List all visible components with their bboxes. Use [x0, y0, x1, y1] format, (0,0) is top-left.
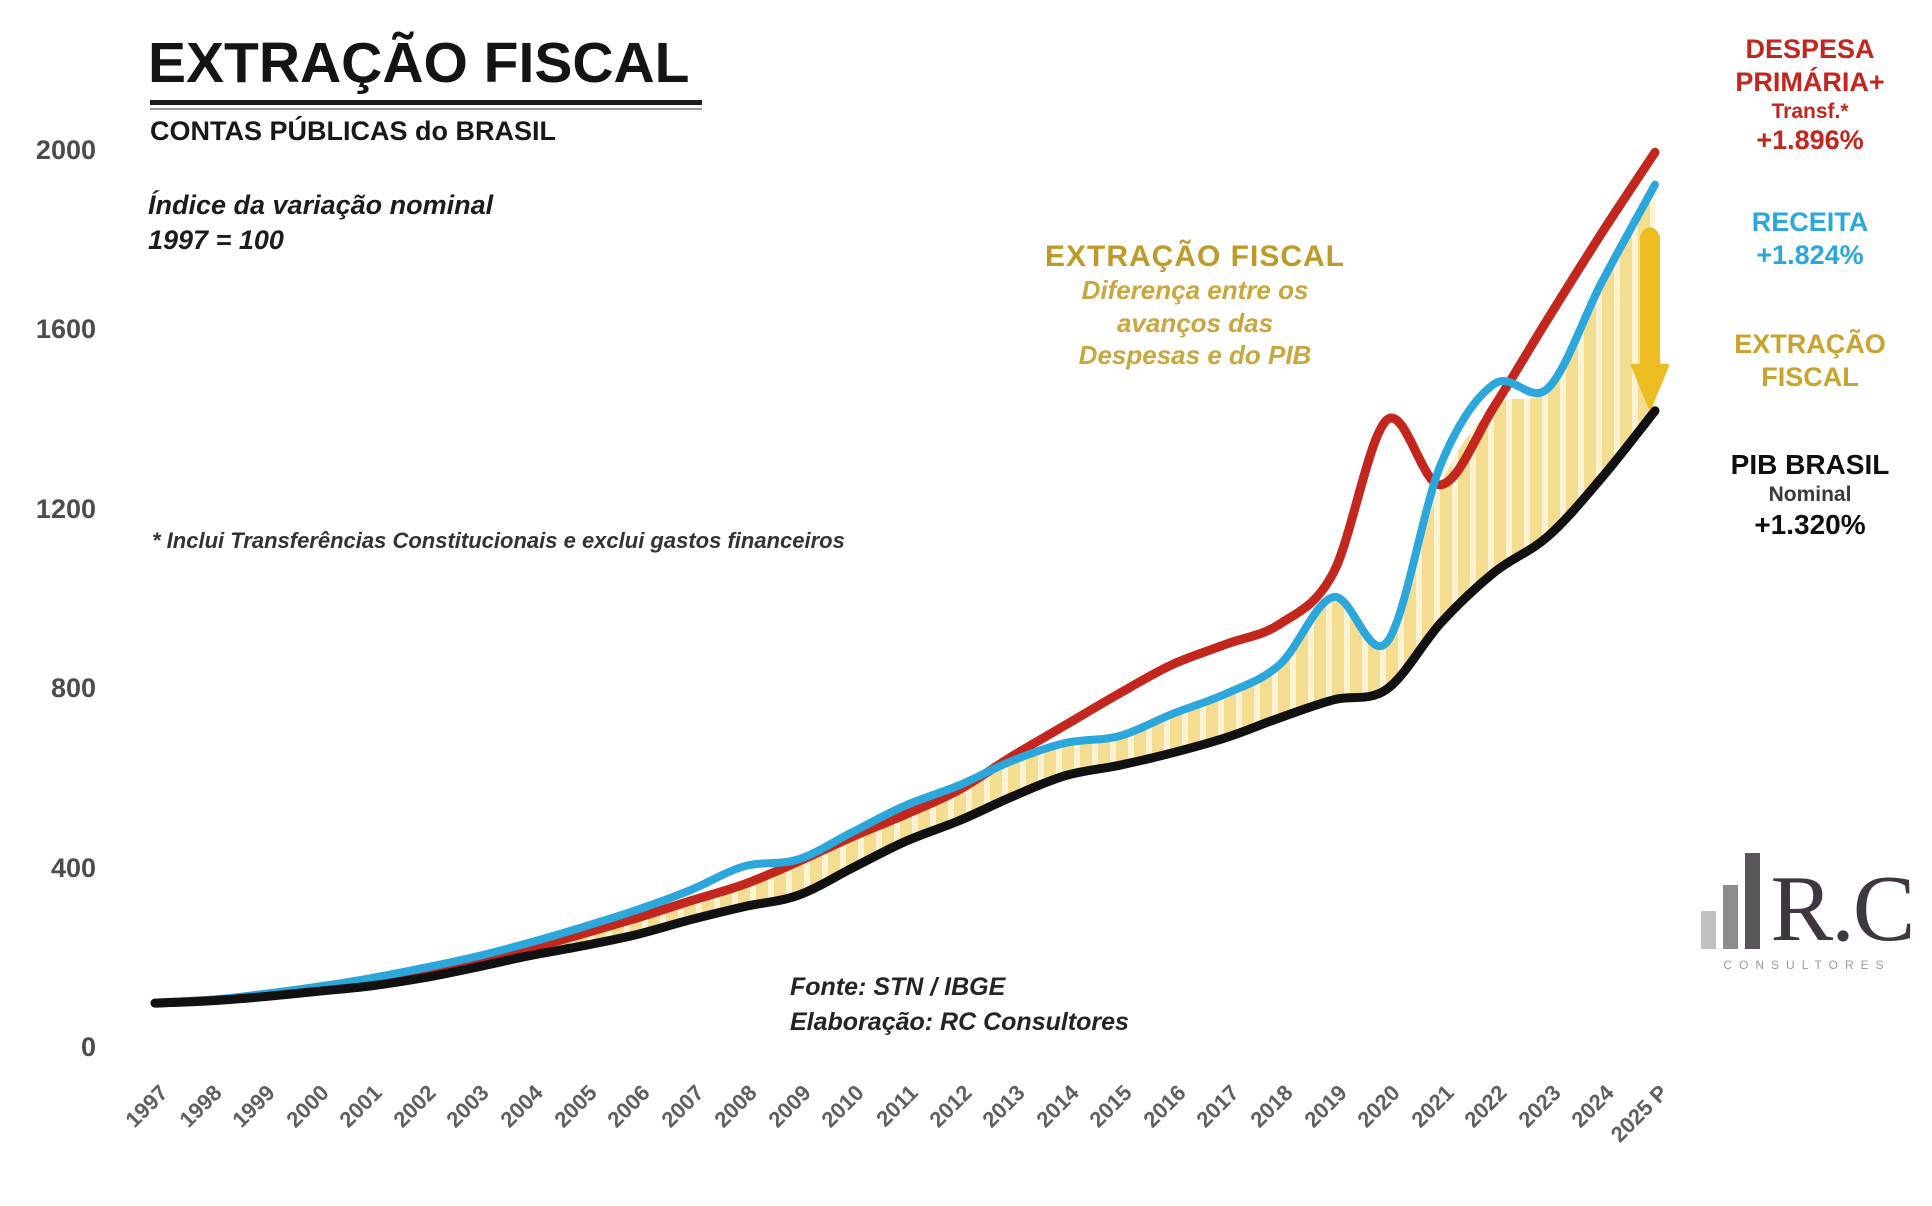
pib-line: [150, 406, 1660, 1008]
annotation-line3: Despesas e do PIB: [1078, 340, 1312, 370]
page-subtitle: CONTAS PÚBLICAS do BRASIL: [150, 116, 556, 146]
title-underline-shadow: [150, 108, 702, 110]
y-tick-label-0: 0: [80, 1032, 96, 1062]
source-line2: Elaboração: RC Consultores: [790, 1008, 1129, 1036]
legend-receita-label: RECEITA: [1751, 207, 1869, 237]
index-note: Índice da variação nominal 1997 = 100: [148, 188, 493, 258]
rc-consultores-logo: R.C CONSULTORES: [1688, 845, 1926, 972]
legend-despesa-line3: Transf.*: [1771, 99, 1849, 123]
y-tick-label-400: 400: [50, 852, 96, 883]
legend-despesa-value: +1.896%: [1756, 125, 1864, 156]
annotation-line1: Diferença entre os: [1081, 275, 1309, 305]
index-note-line1: Índice da variação nominal: [148, 190, 494, 220]
page-title: EXTRAÇÃO FISCAL: [148, 31, 690, 95]
legend-pib-sub: Nominal: [1768, 483, 1852, 507]
source-line1: Fonte: STN / IBGE: [790, 973, 1006, 1001]
extraction-band: [155, 184, 1655, 1004]
source-block: Fonte: STN / IBGE Elaboração: RC Consult…: [790, 970, 1129, 1040]
title-underline: [150, 100, 702, 105]
annotation-title: EXTRAÇÃO FISCAL: [1045, 240, 1345, 273]
bar-chart-icon: [1700, 845, 1767, 954]
y-tick-label-2000: 2000: [35, 134, 96, 165]
y-tick-label-1200: 1200: [35, 493, 96, 524]
footnote: * Inclui Transferências Constitucionais …: [152, 528, 845, 553]
legend-pib-value: +1.320%: [1754, 508, 1866, 540]
legend-pib-label: PIB BRASIL: [1730, 449, 1890, 480]
logo-subtext: CONSULTORES: [1723, 958, 1891, 972]
legend-receita-value: +1.824%: [1756, 239, 1864, 270]
logo-text: R.C: [1770, 856, 1916, 961]
legend-extracao-line1: EXTRAÇÃO: [1734, 329, 1886, 359]
legend-despesa-line2: PRIMÁRIA+: [1735, 66, 1885, 97]
legend-extracao-line2: FISCAL: [1761, 361, 1859, 392]
legend-extracao: EXTRAÇÃO FISCAL: [1695, 328, 1925, 394]
y-tick-label-800: 800: [50, 673, 96, 703]
legend-receita: RECEITA +1.824%: [1695, 206, 1925, 272]
index-note-line2: 1997 = 100: [148, 225, 284, 256]
extraction-arrow-cap: [1641, 227, 1659, 246]
legend-despesa-line1: DESPESA: [1745, 34, 1875, 64]
receita-line: [151, 180, 1659, 1008]
legend-despesa: DESPESA PRIMÁRIA+ Transf.* +1.896%: [1695, 33, 1925, 157]
extraction-arrow: [1631, 234, 1669, 409]
legend-pib: PIB BRASIL Nominal +1.320%: [1695, 448, 1925, 542]
extraction-annotation: EXTRAÇÃO FISCAL Diferença entre os avanç…: [975, 240, 1415, 372]
annotation-line2: avanços das: [1116, 307, 1274, 338]
y-tick-label-1600: 1600: [35, 314, 96, 344]
